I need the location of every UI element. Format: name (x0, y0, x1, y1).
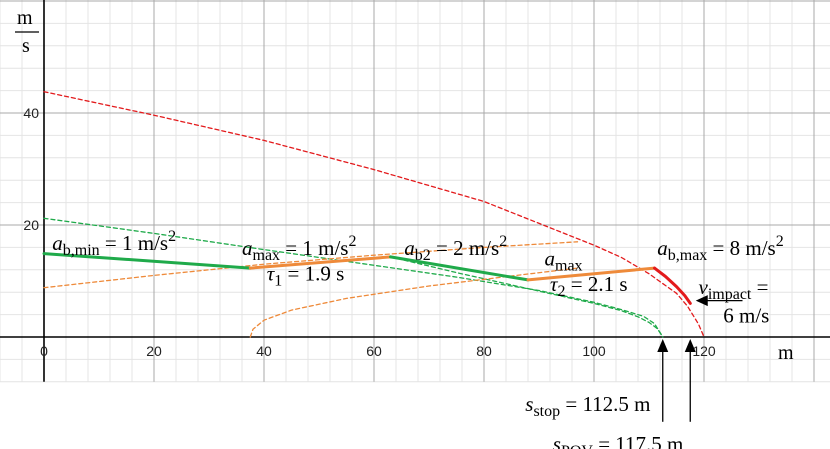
annotation-v-impact: vimpact = (699, 275, 769, 303)
solid-segment-orange (248, 255, 392, 270)
curves (42, 91, 705, 338)
dashed-curve-orange (249, 267, 579, 338)
annotation-v-impact-val: 6 m/s (723, 303, 769, 327)
x-tick-label: 0 (40, 343, 48, 359)
x-axis-unit: m (778, 342, 794, 364)
annotation-a-b2: ab2 = 2 m/s2 (404, 233, 507, 264)
y-tick-label: 40 (23, 105, 39, 121)
minor-grid (0, 0, 830, 383)
arrow-head (695, 295, 708, 307)
dashed-curve-green (43, 217, 664, 338)
x-tick-label: 20 (146, 343, 162, 359)
dashed-curve-red (43, 91, 705, 338)
annotation-s-stop: sstop = 112.5 m (525, 392, 650, 420)
annotation-tau-2: τ2 = 2.1 s (550, 272, 628, 300)
y-axis-unit-denominator: s (22, 35, 30, 57)
solid-segment-red (653, 266, 692, 305)
arrows (657, 295, 743, 422)
solid-segment-green (389, 255, 530, 282)
annotation-a-b-max: ab,max = 8 m/s2 (657, 233, 783, 264)
x-tick-label: 40 (256, 343, 272, 359)
annotation-a-b-min: ab,min = 1 m/s2 (52, 228, 176, 259)
y-axis-unit-numerator: m (17, 7, 33, 29)
dashed-curve-orange (43, 241, 579, 289)
major-grid (0, 0, 830, 382)
x-tick-label: 60 (366, 343, 382, 359)
annotation-a-max-2: amax (545, 246, 583, 274)
x-tick-label: 100 (582, 343, 606, 359)
arrow-head (684, 339, 696, 352)
dashed-curve-green (389, 256, 664, 338)
x-tick-label: 80 (476, 343, 492, 359)
axes (0, 0, 830, 382)
annotation-tau-1: τ1 = 1.9 s (267, 261, 345, 289)
tick-labels: 0 20 40 60 80 100 120 20 40 (23, 105, 715, 359)
solid-segment-orange (526, 266, 656, 282)
arrow-head (657, 339, 669, 352)
annotation-a-max-1: amax = 1 m/s2 (242, 233, 356, 264)
y-tick-label: 20 (23, 217, 39, 233)
x-tick-label: 120 (692, 343, 716, 359)
solid-segment-green (42, 252, 252, 270)
annotation-s-pov: sPOV = 117.5 m (553, 432, 684, 449)
